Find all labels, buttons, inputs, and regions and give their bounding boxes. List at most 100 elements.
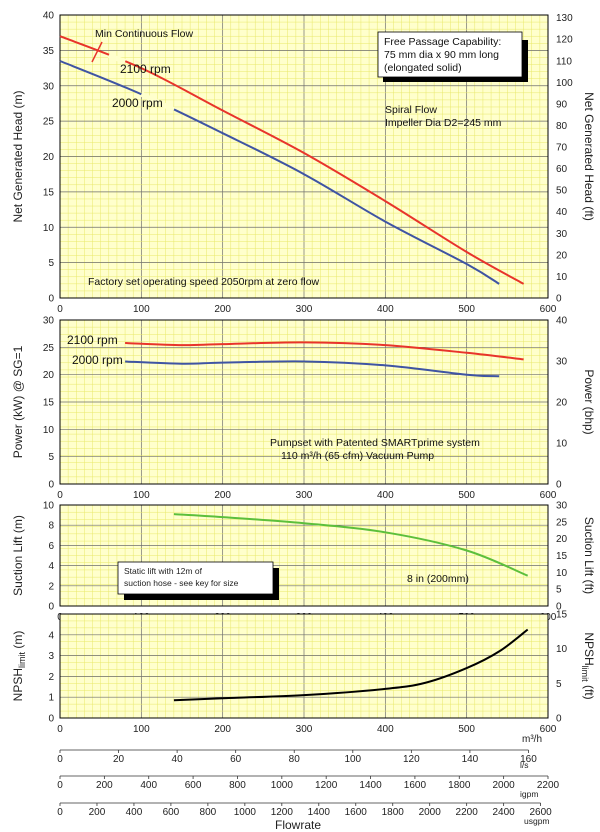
x-tick-label: 600: [540, 304, 557, 315]
y2-tick-label: 15: [556, 610, 568, 621]
y2-tick-label: 110: [556, 56, 572, 67]
npsh-series-curve: [173, 628, 529, 702]
flow-scale-tick-label: 0: [57, 754, 63, 765]
curve-label-gap: [107, 52, 126, 65]
x-tick-label: 500: [458, 490, 475, 501]
pumpset-note: Pumpset with Patented SMARTprime system: [270, 437, 480, 449]
y2-tick-label: 100: [556, 78, 573, 89]
flow-scale-tick-label: 800: [200, 807, 217, 818]
x-tick-label: 500: [458, 304, 475, 315]
flow-scale-tick-label: 1800: [382, 807, 405, 818]
y-tick-label: 25: [43, 343, 55, 354]
chart-panels: 0510152025303540010203040506070809010011…: [11, 11, 596, 736]
x-tick-label: 400: [377, 490, 394, 501]
power-frame: [59, 319, 549, 485]
flowrate-label: Flowrate: [275, 818, 321, 832]
head-series-2000-rpm: [59, 60, 500, 285]
flow-scale-tick-label: 2400: [493, 807, 516, 818]
flow-scale-tick-label: 2600: [529, 807, 552, 818]
x-tick-label: 100: [133, 304, 150, 315]
static-lift-text: Static lift with 12m of: [124, 566, 203, 576]
y2-tick-label: 40: [556, 316, 568, 327]
flow-scale-tick-label: 2000: [419, 807, 442, 818]
y2-tick-label: 70: [556, 143, 568, 154]
y-axis-label: Suction Lift (m): [11, 515, 25, 596]
y-axis-label: NPSHlimit (m): [11, 631, 27, 702]
flow-scale-tick-label: 1000: [234, 807, 257, 818]
y2-tick-label: 20: [556, 250, 568, 261]
curve-label-gap: [140, 91, 175, 113]
series-label-2000: 2000 rpm: [112, 96, 163, 110]
flow-scale-tick-label: 140: [462, 754, 479, 765]
flow-scale-tick-label: 40: [172, 754, 184, 765]
y2-tick-label: 30: [556, 229, 568, 240]
x-tick-label: 0: [57, 304, 63, 315]
flow-scale-tick-label: 0: [57, 780, 63, 791]
y-tick-label: 5: [48, 452, 54, 463]
y2-tick-label: 50: [556, 186, 568, 197]
flow-scale-tick-label: 1600: [404, 780, 427, 791]
x-tick-label: 100: [133, 490, 150, 501]
y-tick-label: 8: [48, 521, 54, 532]
y2-tick-label: 5: [556, 585, 562, 596]
flow-scale-tick-label: 1200: [271, 807, 294, 818]
flow-scale-tick-label: 400: [126, 807, 143, 818]
y-tick-label: 2: [48, 672, 54, 683]
x-tick-label: 200: [214, 490, 231, 501]
flow-scale-4: 0 200 400 600 800 1000 1200 1400 1600 1800 2000 220…: [57, 802, 552, 826]
npsh-panel: 0 1 2 3 4 0 5 10 15 0 100 200 300 400 500 600 NPSHlimit …: [11, 610, 596, 736]
flow-scale-tick-label: 400: [140, 780, 157, 791]
x-tick-label: 0: [57, 724, 63, 735]
series-label-2000: 2000 rpm: [72, 353, 123, 367]
y-tick-label: 20: [43, 370, 55, 381]
x-tick-label: 100: [133, 724, 150, 735]
y-tick-label: 15: [43, 187, 55, 198]
y-tick-label: 6: [48, 541, 54, 552]
series-label-2100: 2100 rpm: [67, 333, 118, 347]
flow-scale-tick-label: 1600: [345, 807, 368, 818]
y-tick-label: 20: [43, 152, 55, 163]
flow-scale-tick-label: 2200: [537, 780, 560, 791]
flow-scale-tick-label: 60: [230, 754, 242, 765]
head-panel: 0510152025303540010203040506070809010011…: [11, 11, 596, 316]
y-tick-label: 5: [48, 258, 54, 269]
flow-scale-unit: m³/h: [522, 734, 542, 745]
y2-tick-label: 30: [556, 501, 568, 512]
y2-tick-label: 10: [556, 272, 568, 283]
flow-scale-tick-label: 80: [289, 754, 301, 765]
x-tick-label: 200: [214, 304, 231, 315]
y-tick-label: 0: [48, 602, 54, 613]
y2-tick-label: 10: [556, 644, 568, 655]
x-tick-label: 300: [296, 724, 313, 735]
y-tick-label: 0: [48, 480, 54, 491]
factory-note: Factory set operating speed 2050rpm at z…: [88, 276, 320, 288]
min-flow-marker: [91, 41, 103, 63]
x-tick-label: 200: [214, 724, 231, 735]
flow-scale-tick-label: 1400: [359, 780, 382, 791]
y2-tick-label: 0: [556, 480, 562, 491]
static-lift-box: [117, 561, 274, 595]
y2-tick-label: 0: [556, 602, 562, 613]
y-tick-label: 3: [48, 651, 54, 662]
flow-scale-tick-label: 800: [229, 780, 246, 791]
y2-tick-label: 0: [556, 714, 562, 725]
y-tick-label: 10: [43, 425, 55, 436]
flow-scale-tick-label: 2200: [456, 807, 479, 818]
x-tick-label: 600: [540, 490, 557, 501]
flow-scale-tick-label: 200: [96, 780, 113, 791]
y2-tick-label: 20: [556, 534, 568, 545]
npsh-frame: [59, 613, 549, 719]
y2-tick-label: 90: [556, 99, 568, 110]
y2-tick-label: 40: [556, 207, 568, 218]
x-tick-label: 600: [540, 724, 557, 735]
y-tick-label: 4: [48, 561, 54, 572]
x-tick-label: 300: [296, 304, 313, 315]
free-passage-text: Free Passage Capability:: [384, 36, 501, 48]
flow-scale-tick-label: 100: [344, 754, 361, 765]
flow-scale-tick-label: 1400: [308, 807, 331, 818]
flow-scale-tick-label: 160: [520, 754, 537, 765]
y2-axis-label: Power (bhp): [582, 369, 596, 434]
x-tick-label: 400: [377, 724, 394, 735]
